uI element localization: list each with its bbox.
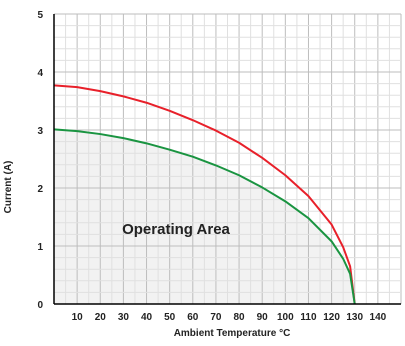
x-tick-label: 40: [141, 312, 153, 323]
x-tick-label: 10: [72, 312, 84, 323]
x-axis-title: Ambient Temperature °C: [174, 328, 291, 339]
y-tick-label: 2: [37, 184, 43, 195]
y-tick-label: 1: [37, 242, 43, 253]
x-tick-label: 130: [346, 312, 363, 323]
x-tick-label: 100: [277, 312, 294, 323]
x-tick-label: 50: [164, 312, 176, 323]
x-tick-label: 30: [118, 312, 130, 323]
x-tick-label: 20: [95, 312, 107, 323]
series-line-red: [53, 84, 356, 305]
grid: [53, 13, 402, 305]
series-layer: [53, 84, 356, 305]
y-tick-label: 4: [37, 68, 43, 79]
operating-area-label: Operating Area: [122, 221, 230, 238]
x-tick-label: 120: [323, 312, 340, 323]
x-tick-label: 70: [210, 312, 222, 323]
x-tick-label: 90: [257, 312, 269, 323]
axes: [53, 14, 401, 305]
x-tick-label: 60: [187, 312, 199, 323]
x-tick-label: 140: [370, 312, 387, 323]
y-tick-label: 0: [37, 300, 43, 311]
x-tick-label: 110: [300, 312, 317, 323]
series-line-green: [53, 128, 356, 305]
y-tick-label: 3: [37, 126, 43, 137]
x-tick-label: 80: [234, 312, 246, 323]
y-axis-title: Current (A): [3, 161, 14, 214]
tick-labels: 10 20 30 40 50 60 70 80 90 100 110 120 130 140 0 1 2 3 4 5: [37, 10, 386, 323]
y-tick-label: 5: [37, 10, 43, 21]
